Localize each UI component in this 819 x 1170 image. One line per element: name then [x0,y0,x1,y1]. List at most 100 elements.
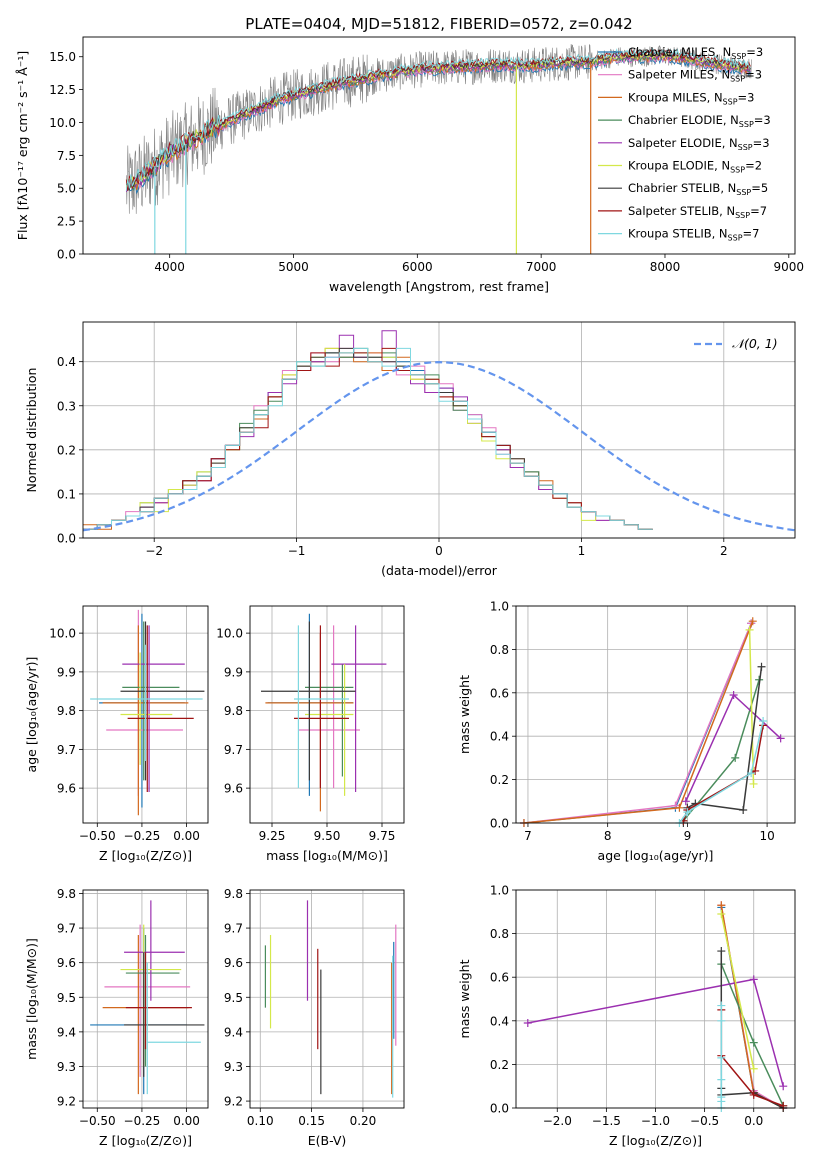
x-tick-label: 0.00 [173,829,200,843]
axes-frame [249,605,405,824]
y-tick-label: 9.5 [224,991,243,1005]
y-axis-label: mass [log₁₀(M/M⊙)] [24,938,39,1060]
y-tick-label: 10.0 [216,627,243,641]
y-tick-label: 0.8 [490,927,509,941]
y-tick-label: 9.6 [57,782,76,796]
axes-frame [249,889,405,1109]
y-tick-label: 9.9 [57,665,76,679]
y-tick-label: 0.2 [57,443,76,457]
weight-marker [717,901,726,910]
x-tick-label: 9000 [774,260,805,274]
panel-residuals: −2 −1 0 1 2 0.0 0.1 0.2 0.3 0.4 (data-model)/error… [24,321,796,578]
x-tick-label: −0.50 [79,829,116,843]
weight-line [720,913,755,1069]
weight-marker [731,753,740,762]
legend-label: Salpeter STELIB, NSSP=7 [628,204,767,220]
weight-marker [729,690,738,699]
x-tick-label: 4000 [154,260,185,274]
x-tick-label: 0.10 [247,1114,274,1128]
y-tick-label: 0.8 [490,643,509,657]
chart-title: PLATE=0404, MJD=51812, FIBERID=0572, z=0… [245,15,632,33]
weight-marker [717,1075,726,1084]
y-tick-label: 9.7 [224,743,243,757]
y-tick-label: 9.7 [57,922,76,936]
weight-line [748,629,755,784]
x-tick-label: 6000 [402,260,433,274]
y-tick-label: 0.6 [490,686,509,700]
x-tick-label: 7 [524,829,532,843]
legend-label-text: Salpeter STELIB, N [628,204,735,218]
y-tick-label: 9.6 [224,782,243,796]
y-tick-label: 10.0 [49,116,76,130]
y-tick-label: 1.0 [490,884,509,898]
x-tick-label: −2.0 [543,1114,572,1128]
y-tick-label: 9.5 [57,991,76,1005]
x-tick-label: 10 [759,829,774,843]
weight-marker [739,805,748,814]
weight-marker [779,1082,788,1091]
y-tick-label: 5.0 [57,182,76,196]
legend-label: Kroupa MILES, NSSP=3 [628,90,754,106]
weight-marker [749,975,758,984]
legend-label-sub: SSP [731,52,746,61]
legend-label: Chabrier STELIB, NSSP=5 [628,181,768,197]
legend-label: Chabrier ELODIE, NSSP=3 [628,113,771,129]
legend-label-value: =3 [754,113,771,127]
panel-age_vs_mass: 9.25 9.50 9.75 9.6 9.7 9.8 9.9 10.0 mass [log₁₀(… [216,605,405,863]
y-tick-label: 9.7 [224,922,243,936]
legend-label: 𝒩(0, 1) [732,336,778,351]
figure-panels: 4000 5000 6000 7000 8000 90000.02.55.07.510.0… [15,15,804,1148]
legend-label: Kroupa ELODIE, NSSP=2 [628,159,762,175]
weight-marker [757,662,766,671]
y-tick-label: 0.4 [490,1014,509,1028]
weight-marker [717,1016,726,1025]
legend-label-text: Chabrier STELIB, N [628,181,736,195]
x-tick-label: −2 [145,544,163,558]
x-tick-label: 7000 [526,260,557,274]
y-tick-label: 7.5 [57,149,76,163]
axes-frame [82,605,209,824]
x-tick-label: 1 [578,544,586,558]
x-axis-label: wavelength [Angstrom, rest frame] [329,279,549,294]
y-tick-label: 9.4 [224,1025,243,1039]
legend-label-sub: SSP [738,143,753,152]
weight-marker [779,1101,788,1110]
legend-label-value: =5 [751,181,768,195]
x-tick-label: 9.25 [259,829,286,843]
histogram-step [83,347,653,530]
legend-label: Chabrier MILES, NSSP=3 [628,45,763,61]
weight-marker [717,1001,726,1010]
x-tick-label: −1.5 [592,1114,621,1128]
weight-marker [759,717,768,726]
x-axis-label: Z [log₁₀(Z/Z⊙)] [99,1133,192,1148]
axes-frame [82,321,796,539]
x-tick-label: 8000 [650,260,681,274]
panel-mass_vs_EBV: 0.10 0.15 0.20 9.2 9.3 9.4 9.5 9.6 9.7 9.8 E(B-V) [224,887,405,1148]
x-axis-label: E(B-V) [308,1133,347,1148]
y-tick-label: 9.8 [224,704,243,718]
y-tick-label: 9.4 [57,1025,76,1039]
x-tick-label: −0.25 [124,829,161,843]
legend-label-value: =3 [738,90,755,104]
x-tick-label: 8 [604,829,612,843]
legend-label-sub: SSP [730,166,745,175]
normal-curve [82,360,796,532]
x-tick-label: −1.0 [641,1114,670,1128]
panel-age_vs_Z: −0.50 −0.25 0.00 9.6 9.7 9.8 9.9 10.0 Z [log₁₀(Z… [24,605,209,863]
x-tick-label: 0.00 [173,1114,200,1128]
x-axis-label: mass [log₁₀(M/M⊙)] [266,848,388,863]
y-axis-label: mass weight [457,675,472,754]
weight-marker [747,769,756,778]
panel-weight_vs_age: 7 8 9 10 0.0 0.2 0.4 0.6 0.8 1.0 age [log₁₀(age/yr… [457,600,796,863]
model-spectrum [125,50,751,188]
panel-weight_vs_Z: −2.0 −1.5 −1.0 −0.5 0.0 0.0 0.2 0.4 0.6 0.8 1.0 Z [… [457,884,796,1148]
x-tick-label: 9.75 [369,829,396,843]
legend-label-value: =7 [750,204,767,218]
y-tick-label: 9.6 [224,956,243,970]
x-axis-label: Z [log₁₀(Z/Z⊙)] [609,1133,702,1148]
legend-label-sub: SSP [739,120,754,129]
y-tick-label: 0.3 [57,399,76,413]
x-tick-label: 0.15 [298,1114,325,1128]
legend-label-text: Chabrier MILES, N [628,45,731,59]
